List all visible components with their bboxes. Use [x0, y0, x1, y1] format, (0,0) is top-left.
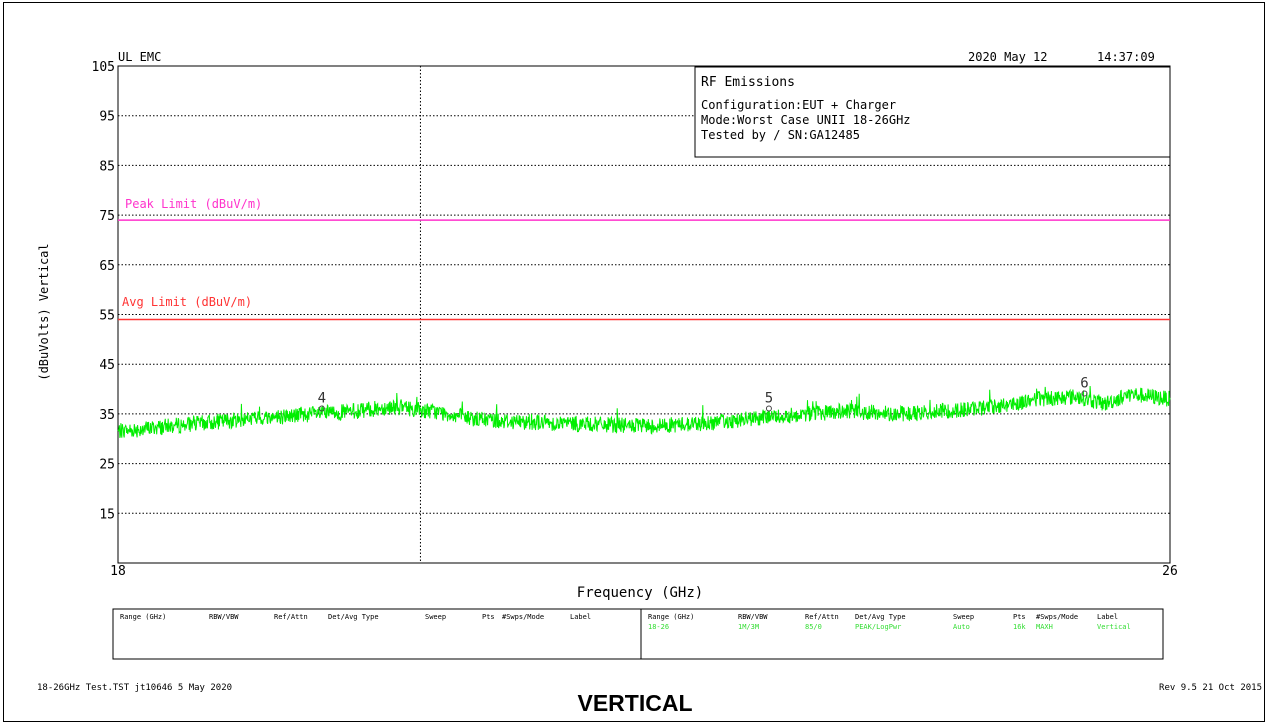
y-tick-label: 55 [99, 309, 115, 324]
legend-header-left: Pts [482, 613, 495, 621]
legend-cell: 18-26 [648, 623, 669, 631]
legend-header-right: Pts [1013, 613, 1026, 621]
y-tick-label: 105 [92, 60, 115, 75]
legend-header-right: Range (GHz) [648, 613, 694, 621]
footer-left: 18-26GHz Test.TST jt10646 5 May 2020 [37, 683, 232, 693]
marker-5 [765, 405, 772, 412]
info-box-title: RF Emissions [701, 75, 795, 90]
info-box [694, 66, 1171, 158]
legend-header-left: Sweep [425, 613, 446, 621]
marker-label-6: 6 [1080, 376, 1088, 392]
legend-header-left: Label [570, 613, 591, 621]
legend-header-right: Sweep [953, 613, 974, 621]
legend-header-right: #Swps/Mode [1036, 613, 1078, 621]
y-tick-label: 35 [99, 408, 115, 423]
legend-cell: Auto [953, 623, 970, 631]
legend-header-right: Label [1097, 613, 1118, 621]
legend-cell: 16k [1013, 623, 1026, 631]
info-box-line-3: Tested by / SN:GA12485 [701, 128, 860, 142]
legend-cell: 1M/3M [738, 623, 759, 631]
legend-table [112, 608, 1164, 660]
legend-header-left: Ref/Attn [274, 613, 308, 621]
x-axis-label: Frequency (GHz) [577, 585, 703, 601]
legend-header-left: Range (GHz) [120, 613, 166, 621]
emission-trace [117, 385, 1171, 439]
legend-cell: PEAK/LogPwr [855, 623, 901, 631]
y-tick-label: 75 [99, 209, 115, 224]
marker-4 [318, 405, 325, 412]
legend-header-left: Det/Avg Type [328, 613, 379, 621]
header-time: 14:37:09 [1097, 50, 1155, 64]
legend-cell: 85/0 [805, 623, 822, 631]
legend-header-left: #Swps/Mode [502, 613, 544, 621]
legend-cell: Vertical [1097, 623, 1131, 631]
legend-header-left: RBW/VBW [209, 613, 239, 621]
y-tick-label: 65 [99, 259, 115, 274]
avg-limit-label: Avg Limit (dBuV/m) [122, 295, 252, 309]
header-date: 2020 May 12 [968, 50, 1047, 64]
figure-frame [3, 2, 1265, 722]
y-tick-label: 85 [99, 159, 115, 174]
figure-caption: VERTICAL [577, 690, 693, 716]
peak-limit-label: Peak Limit (dBuV/m) [125, 197, 262, 211]
legend-header-right: RBW/VBW [738, 613, 768, 621]
header-left: UL EMC [118, 50, 161, 64]
marker-6 [1081, 390, 1088, 397]
y-tick-label: 95 [99, 110, 115, 125]
y-tick-label: 25 [99, 458, 115, 473]
marker-label-5: 5 [765, 390, 773, 406]
footer-right: Rev 9.5 21 Oct 2015 [1159, 683, 1262, 693]
y-tick-label: 45 [99, 358, 115, 373]
info-box-line-2: Mode:Worst Case UNII 18-26GHz [701, 113, 911, 127]
info-box-line-1: Configuration:EUT + Charger [701, 98, 896, 112]
x-tick-label-end: 26 [1162, 564, 1178, 579]
x-tick-label-start: 18 [110, 564, 126, 579]
legend-header-right: Det/Avg Type [855, 613, 906, 621]
legend-header-right: Ref/Attn [805, 613, 839, 621]
marker-label-4: 4 [318, 390, 326, 406]
y-tick-label: 15 [99, 507, 115, 522]
y-axis-label: (dBuVolts) Vertical [37, 243, 51, 380]
legend-cell: MAXH [1036, 623, 1053, 631]
